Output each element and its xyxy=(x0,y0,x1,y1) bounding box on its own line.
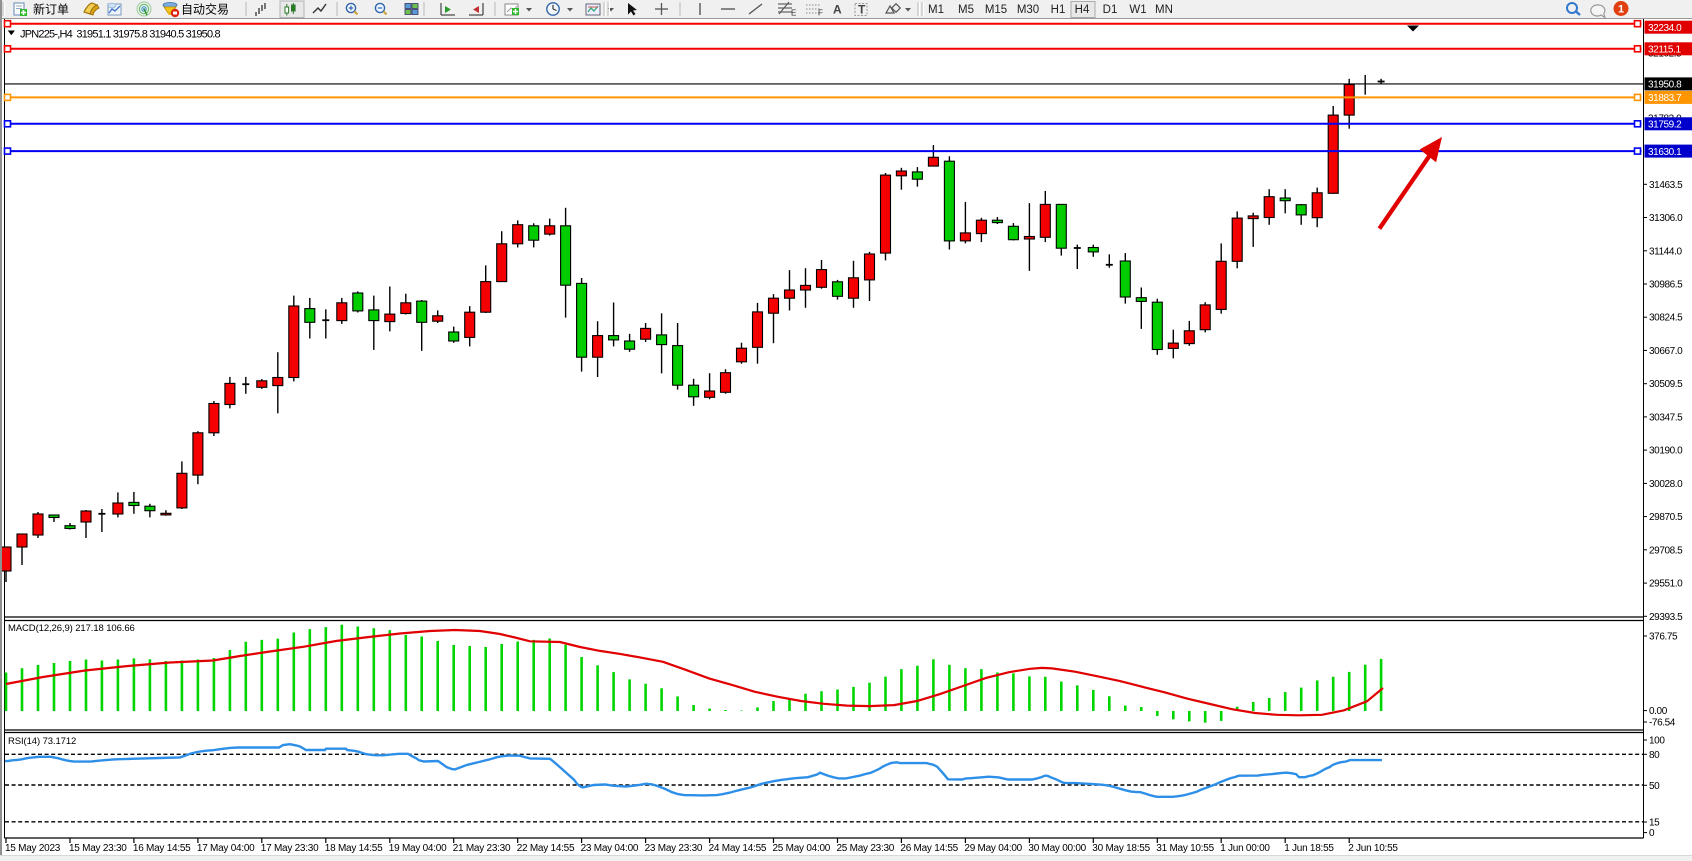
svg-text:17 May 23:30: 17 May 23:30 xyxy=(261,843,319,854)
svg-text:16 May 14:55: 16 May 14:55 xyxy=(133,843,191,854)
svg-text:JPN225-,H4 31951.1 31975.8 31: JPN225-,H4 31951.1 31975.8 31940.5 31950… xyxy=(20,29,221,41)
svg-text:W1: W1 xyxy=(1129,4,1146,16)
svg-text:30 May 00:00: 30 May 00:00 xyxy=(1028,843,1086,854)
svg-text:29393.5: 29393.5 xyxy=(1649,612,1683,623)
svg-text:23 May 04:00: 23 May 04:00 xyxy=(581,843,639,854)
svg-text:30 May 18:55: 30 May 18:55 xyxy=(1092,843,1150,854)
svg-text:2 Jun 10:55: 2 Jun 10:55 xyxy=(1348,843,1398,854)
svg-text:23 May 23:30: 23 May 23:30 xyxy=(645,843,703,854)
svg-text:31883.7: 31883.7 xyxy=(1648,93,1682,104)
svg-text:31 May 10:55: 31 May 10:55 xyxy=(1156,843,1214,854)
svg-text:18 May 14:55: 18 May 14:55 xyxy=(325,843,383,854)
svg-text:376.75: 376.75 xyxy=(1649,632,1678,643)
svg-text:15: 15 xyxy=(1649,818,1660,829)
svg-text:19 May 04:00: 19 May 04:00 xyxy=(389,843,447,854)
svg-text:17 May 04:00: 17 May 04:00 xyxy=(197,843,255,854)
svg-text:31630.1: 31630.1 xyxy=(1648,147,1682,158)
svg-text:H4: H4 xyxy=(1075,4,1090,16)
svg-text:80: 80 xyxy=(1649,750,1660,761)
svg-text:50: 50 xyxy=(1649,781,1660,792)
svg-text:T: T xyxy=(858,3,866,17)
svg-text:MACD(12,26,9) 217.18 106.66: MACD(12,26,9) 217.18 106.66 xyxy=(8,623,135,634)
svg-text:H1: H1 xyxy=(1051,4,1066,16)
svg-text:31950.8: 31950.8 xyxy=(1648,80,1682,91)
svg-text:0.00: 0.00 xyxy=(1649,706,1668,717)
svg-text:新订单: 新订单 xyxy=(33,2,69,17)
svg-text:D1: D1 xyxy=(1103,4,1118,16)
svg-text:29 May 04:00: 29 May 04:00 xyxy=(964,843,1022,854)
svg-text:15 May 23:30: 15 May 23:30 xyxy=(69,843,127,854)
svg-text:A: A xyxy=(833,3,842,17)
svg-text:29870.5: 29870.5 xyxy=(1649,512,1683,523)
svg-text:RSI(14) 73.1712: RSI(14) 73.1712 xyxy=(8,736,76,747)
svg-text:M30: M30 xyxy=(1017,4,1039,16)
svg-text:E: E xyxy=(791,9,796,18)
svg-text:31144.0: 31144.0 xyxy=(1649,246,1682,257)
svg-text:100: 100 xyxy=(1649,736,1665,747)
svg-text:21 May 23:30: 21 May 23:30 xyxy=(453,843,511,854)
svg-text:30347.5: 30347.5 xyxy=(1649,412,1683,423)
svg-text:MN: MN xyxy=(1155,4,1173,16)
svg-text:26 May 14:55: 26 May 14:55 xyxy=(900,843,958,854)
svg-text:0: 0 xyxy=(1649,828,1655,839)
svg-text:30824.5: 30824.5 xyxy=(1649,313,1683,324)
svg-text:25 May 04:00: 25 May 04:00 xyxy=(773,843,831,854)
svg-text:29551.0: 29551.0 xyxy=(1649,579,1683,590)
svg-text:30986.5: 30986.5 xyxy=(1649,280,1683,291)
svg-text:自动交易: 自动交易 xyxy=(181,2,229,17)
svg-text:15 May 2023: 15 May 2023 xyxy=(5,843,61,854)
svg-text:25 May 23:30: 25 May 23:30 xyxy=(837,843,895,854)
svg-text:32234.0: 32234.0 xyxy=(1648,23,1682,34)
svg-text:-76.54: -76.54 xyxy=(1649,718,1676,729)
svg-text:30509.5: 30509.5 xyxy=(1649,379,1683,390)
svg-text:1 Jun 18:55: 1 Jun 18:55 xyxy=(1284,843,1334,854)
svg-text:1 Jun 00:00: 1 Jun 00:00 xyxy=(1220,843,1270,854)
svg-text:30028.0: 30028.0 xyxy=(1649,479,1683,490)
svg-text:1: 1 xyxy=(1618,4,1624,16)
svg-text:32115.1: 32115.1 xyxy=(1648,45,1681,56)
svg-text:F: F xyxy=(818,9,823,18)
svg-text:29708.5: 29708.5 xyxy=(1649,545,1683,556)
svg-text:M15: M15 xyxy=(985,4,1007,16)
svg-text:31463.5: 31463.5 xyxy=(1649,180,1683,191)
svg-text:30667.0: 30667.0 xyxy=(1649,346,1683,357)
svg-text:31759.2: 31759.2 xyxy=(1648,120,1682,131)
svg-text:22 May 14:55: 22 May 14:55 xyxy=(517,843,575,854)
svg-text:M5: M5 xyxy=(958,4,974,16)
svg-text:30190.0: 30190.0 xyxy=(1649,446,1683,457)
svg-text:M1: M1 xyxy=(928,4,944,16)
svg-text:24 May 14:55: 24 May 14:55 xyxy=(709,843,767,854)
svg-text:31306.0: 31306.0 xyxy=(1649,213,1683,224)
